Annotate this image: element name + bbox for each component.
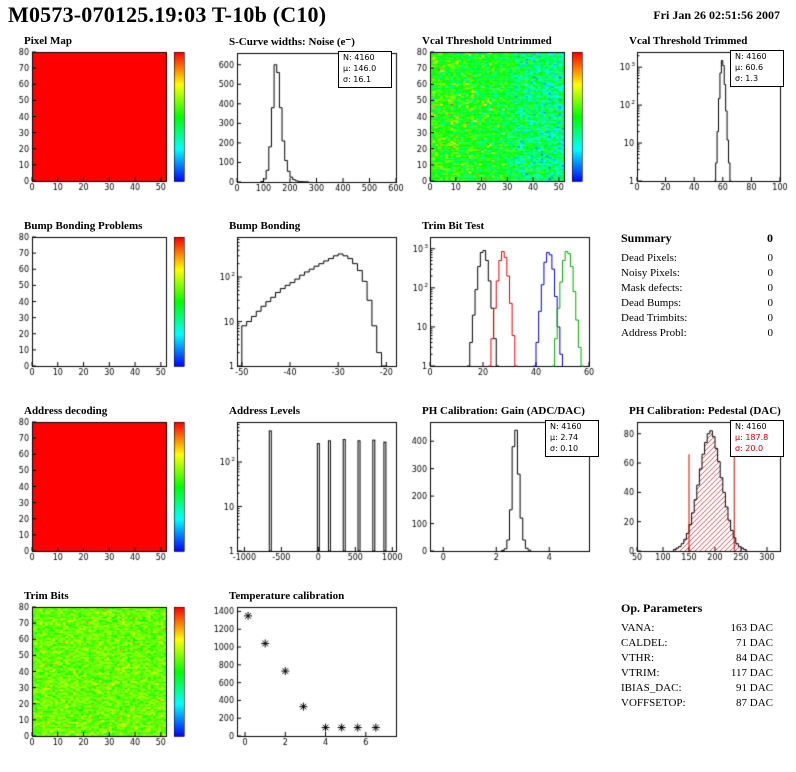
op-parameter-row: IBIAS_DAC: 91 DAC — [621, 682, 773, 694]
empty-panel — [402, 587, 609, 772]
stats-sigma: σ: 16.1 — [343, 74, 372, 84]
summary-row: Noisy Pixels: 0 — [621, 267, 773, 279]
address-decoding-canvas — [4, 417, 200, 567]
panel-vcal-untrimmed: Vcal Threshold Untrimmed — [402, 32, 609, 217]
panel-vcal-trimmed: Vcal Threshold Trimmed N: 4160 µ: 60.6 σ… — [609, 32, 794, 217]
bump-bonding-canvas — [209, 232, 405, 382]
vcal-untrimmed-canvas — [402, 47, 598, 197]
stats-mean: µ: 146.0 — [343, 63, 377, 73]
summary-total: 0 — [767, 231, 773, 245]
stats-n: N: 4160 — [343, 53, 375, 62]
stats-n: N: 4160 — [735, 52, 767, 61]
op-parameter-row: CALDEL: 71 DAC — [621, 637, 773, 649]
stats-mean: µ: 2.74 — [550, 432, 579, 442]
stats-sigma: σ: 20.0 — [735, 443, 764, 453]
pixel-map-canvas — [4, 47, 200, 197]
plot-title: Vcal Threshold Trimmed — [629, 35, 748, 47]
page-title: M0573-070125.19:03 T-10b (C10) — [8, 2, 327, 27]
plot-title: PH Calibration: Pedestal (DAC) — [629, 405, 781, 417]
panel-bump-bonding: Bump Bonding — [209, 217, 405, 402]
stats-n: N: 4160 — [550, 422, 582, 431]
plot-title: S-Curve widths: Noise (e⁻) — [229, 36, 355, 48]
plot-title: Address decoding — [24, 405, 108, 417]
op-parameters-title: Op. Parameters — [621, 601, 703, 615]
summary-row: Address Probl: 0 — [621, 327, 773, 339]
op-parameter-row: VANA: 163 DAC — [621, 622, 773, 634]
temperature-calibration-canvas — [209, 602, 405, 752]
panel-address-decoding: Address decoding — [4, 402, 209, 587]
stats-n: N: 4160 — [735, 422, 767, 431]
stats-box: N: 4160 µ: 60.6 σ: 1.3 — [730, 50, 784, 88]
panel-temperature-calibration: Temperature calibration — [209, 587, 405, 772]
summary-row: Dead Bumps: 0 — [621, 297, 773, 309]
panel-pixel-map: Pixel Map — [4, 32, 209, 217]
panel-trim-bit-test: Trim Bit Test — [402, 217, 609, 402]
panel-scurve-noise: S-Curve widths: Noise (e⁻) N: 4160 µ: 14… — [209, 32, 405, 217]
panel-trim-bits: Trim Bits — [4, 587, 209, 772]
stats-mean: µ: 187.8 — [735, 432, 769, 442]
trim-bit-test-canvas — [402, 232, 598, 382]
panel-ph-pedestal: PH Calibration: Pedestal (DAC) N: 4160 µ… — [609, 402, 794, 587]
panel-bump-bonding-problems: Bump Bonding Problems — [4, 217, 209, 402]
plot-title: PH Calibration: Gain (ADC/DAC) — [422, 405, 585, 417]
summary-panel: Summary 0 Dead Pixels: 0 Noisy Pixels: 0 M… — [609, 217, 794, 402]
address-levels-canvas — [209, 417, 405, 567]
plot-title: Temperature calibration — [229, 590, 345, 602]
plot-title: Bump Bonding — [229, 220, 301, 232]
plot-title: Address Levels — [229, 405, 300, 417]
plot-title: Vcal Threshold Untrimmed — [422, 35, 552, 47]
plot-grid: Pixel Map S-Curve widths: Noise (e⁻) N: … — [4, 32, 796, 772]
op-parameters-panel: Op. Parameters VANA: 163 DAC CALDEL: 71 DA… — [609, 587, 794, 772]
panel-ph-gain: PH Calibration: Gain (ADC/DAC) N: 4160 µ… — [402, 402, 609, 587]
stats-mean: µ: 60.6 — [735, 62, 764, 72]
plot-title: Trim Bit Test — [422, 220, 485, 232]
stats-sigma: σ: 1.3 — [735, 73, 759, 83]
page-header: M0573-070125.19:03 T-10b (C10) Fri Jan 2… — [0, 0, 796, 32]
summary-row: Dead Trimbits: 0 — [621, 312, 773, 324]
plot-title: Trim Bits — [24, 590, 69, 602]
summary-row: Dead Pixels: 0 — [621, 252, 773, 264]
panel-address-levels: Address Levels — [209, 402, 405, 587]
op-parameter-row: VTHR: 84 DAC — [621, 652, 773, 664]
stats-box: N: 4160 µ: 146.0 σ: 16.1 — [338, 51, 392, 89]
bump-bonding-problems-canvas — [4, 232, 200, 382]
op-parameter-row: VTRIM: 117 DAC — [621, 667, 773, 679]
plot-title: Bump Bonding Problems — [24, 220, 143, 232]
stats-sigma: σ: 0.10 — [550, 443, 579, 453]
summary-row: Mask defects: 0 — [621, 282, 773, 294]
summary-title: Summary — [621, 231, 672, 245]
stats-box: N: 4160 µ: 187.8 σ: 20.0 — [730, 420, 784, 458]
trim-bits-canvas — [4, 602, 200, 752]
page-date: Fri Jan 26 02:51:56 2007 — [653, 8, 780, 22]
op-parameter-row: VOFFSETOP: 87 DAC — [621, 697, 773, 709]
plot-title: Pixel Map — [24, 35, 72, 47]
stats-box: N: 4160 µ: 2.74 σ: 0.10 — [545, 420, 599, 458]
